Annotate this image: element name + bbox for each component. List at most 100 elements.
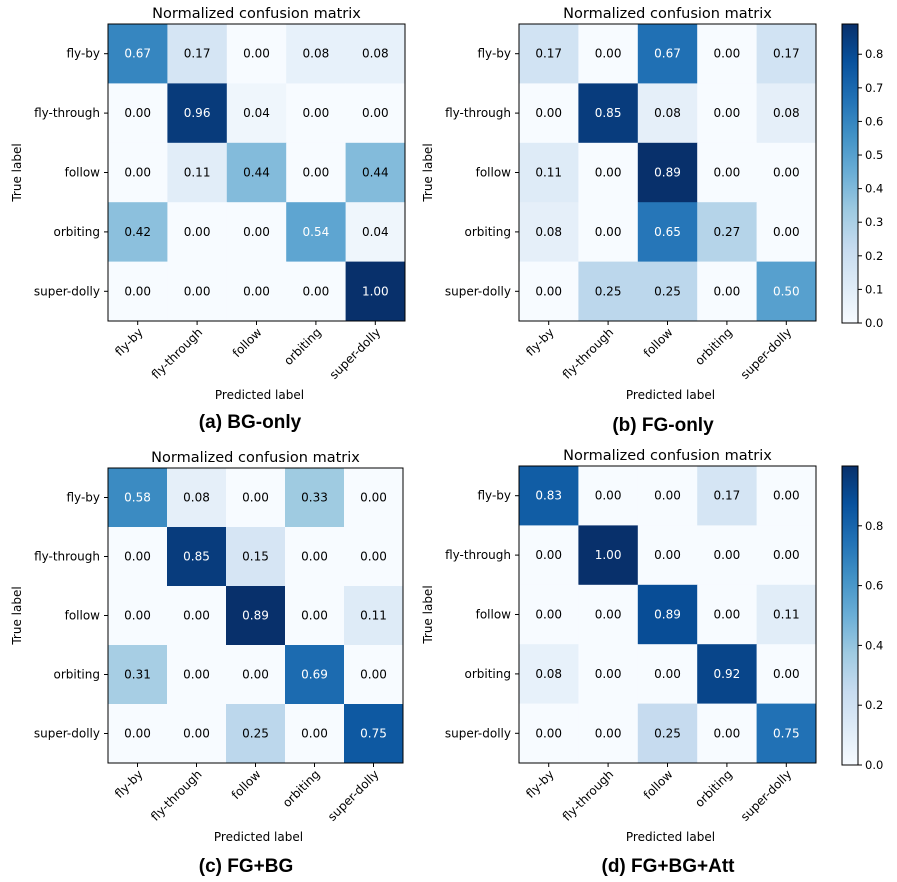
cell-value-label: 0.65 <box>654 225 681 239</box>
matrix-cell <box>697 525 757 586</box>
cell-value-label: 0.00 <box>243 47 270 61</box>
colorbar-tick-label: 0.5 <box>865 148 883 162</box>
cell-value-label: 0.08 <box>303 47 330 61</box>
cell-value-label: 0.00 <box>183 668 210 682</box>
cell-value-label: 0.00 <box>535 284 562 298</box>
matrix-cell <box>167 527 227 587</box>
matrix-cell <box>345 261 406 322</box>
y-tick-label: super-dolly <box>445 284 511 298</box>
x-tick-label: fly-by <box>523 325 557 359</box>
cell-value-label: 0.04 <box>243 106 270 120</box>
matrix-cell <box>285 645 345 705</box>
colorbar: 0.0 0.1 0.2 0.3 0.4 0.5 0.6 0.7 0.8 <box>841 23 883 330</box>
cell-value-label: 0.00 <box>595 726 622 740</box>
cell-value-label: 0.11 <box>360 609 387 623</box>
cell-value-label: 0.00 <box>654 667 681 681</box>
matrix-cell <box>697 584 757 645</box>
cell-value-label: 0.89 <box>654 166 681 180</box>
y-axis-label: True label <box>421 585 435 644</box>
cell-value-label: 0.00 <box>360 668 387 682</box>
cell-value-label: 0.00 <box>714 47 741 61</box>
cell-value-label: 0.00 <box>184 284 211 298</box>
matrix-cell <box>637 466 698 526</box>
x-tick-label: super-dolly <box>327 325 384 382</box>
y-tick-label: follow <box>65 166 101 180</box>
cell-value-label: 0.92 <box>714 667 741 681</box>
matrix-cell <box>578 142 639 203</box>
cell-value-label: 0.08 <box>654 106 681 120</box>
confusion-matrix-panel-1: 0.67 0.17 0.00 0.08 0.08 0.00 0.96 0.04 0.00 0.00… <box>10 6 406 433</box>
chart-title: Normalized confusion matrix <box>563 6 772 22</box>
cell-value-label: 0.00 <box>124 166 151 180</box>
matrix-cell <box>697 261 757 322</box>
matrix-cell <box>519 24 579 84</box>
matrix-cell <box>345 83 406 144</box>
chart-title: Normalized confusion matrix <box>152 6 361 22</box>
matrix-cell <box>108 142 168 203</box>
cell-value-label: 0.00 <box>362 106 389 120</box>
matrix-cell <box>167 24 228 84</box>
y-axis-label: True label <box>421 143 435 202</box>
x-tick-label: fly-through <box>149 325 206 382</box>
matrix-cell <box>167 586 227 646</box>
cell-value-label: 0.00 <box>242 491 269 505</box>
matrix-cell <box>108 527 168 587</box>
matrix-cell <box>637 261 698 322</box>
x-tick-label: super-dolly <box>325 767 382 824</box>
y-tick-label: orbiting <box>465 225 512 239</box>
matrix-cell <box>578 644 639 704</box>
cell-value-label: 0.44 <box>362 166 389 180</box>
cell-value-label: 0.69 <box>301 668 328 682</box>
cell-value-label: 0.00 <box>595 166 622 180</box>
matrix-cell <box>286 142 346 203</box>
matrix-cell <box>756 703 817 764</box>
cell-value-label: 0.89 <box>654 608 681 622</box>
cell-value-label: 0.00 <box>301 609 328 623</box>
matrix-cell <box>286 83 346 144</box>
y-axis-label: True label <box>10 586 24 645</box>
x-axis-label: Predicted label <box>626 388 715 402</box>
cell-value-label: 1.00 <box>362 284 389 298</box>
x-axis-label: Predicted label <box>214 830 303 844</box>
y-tick-label: follow <box>65 609 101 623</box>
matrix-cell <box>226 586 286 646</box>
colorbar-tick-label: 0.6 <box>865 114 883 128</box>
cell-value-label: 0.50 <box>773 284 800 298</box>
cell-value-label: 0.00 <box>714 284 741 298</box>
cell-value-label: 0.17 <box>773 47 800 61</box>
cell-value-label: 0.00 <box>535 608 562 622</box>
cell-value-label: 0.00 <box>773 166 800 180</box>
cell-value-label: 0.67 <box>124 47 151 61</box>
matrix-cell <box>756 142 817 203</box>
cell-value-label: 0.67 <box>654 47 681 61</box>
matrix-cell <box>697 202 757 262</box>
cell-value-label: 0.00 <box>301 727 328 741</box>
colorbar-tick-label: 0.4 <box>865 638 883 652</box>
cell-value-label: 0.00 <box>301 550 328 564</box>
matrix-cell <box>108 704 168 764</box>
x-tick-label: orbiting <box>280 767 323 810</box>
matrix-cell <box>578 584 639 645</box>
cell-value-label: 0.08 <box>535 667 562 681</box>
cell-value-label: 0.00 <box>773 667 800 681</box>
cell-value-label: 0.08 <box>362 47 389 61</box>
cell-value-label: 0.54 <box>303 225 330 239</box>
y-tick-label: orbiting <box>465 667 512 681</box>
matrix-cell <box>578 703 639 764</box>
cell-value-label: 0.11 <box>773 608 800 622</box>
cell-value-label: 0.25 <box>654 726 681 740</box>
x-tick-label: follow <box>229 767 264 802</box>
x-tick-label: follow <box>230 325 265 360</box>
matrix-cell <box>519 703 579 764</box>
matrix-cell <box>637 644 698 704</box>
matrix-cell <box>226 83 287 144</box>
colorbar-tick-label: 0.8 <box>865 47 883 61</box>
cell-value-label: 0.75 <box>773 726 800 740</box>
matrix-cell <box>519 142 579 203</box>
colorbar-tick-label: 0.8 <box>865 519 883 533</box>
matrix-cell <box>167 202 228 262</box>
matrix-cell <box>285 704 345 764</box>
matrix-cell <box>285 468 345 528</box>
cell-value-label: 0.00 <box>535 548 562 562</box>
y-tick-label: fly-by <box>478 47 512 61</box>
